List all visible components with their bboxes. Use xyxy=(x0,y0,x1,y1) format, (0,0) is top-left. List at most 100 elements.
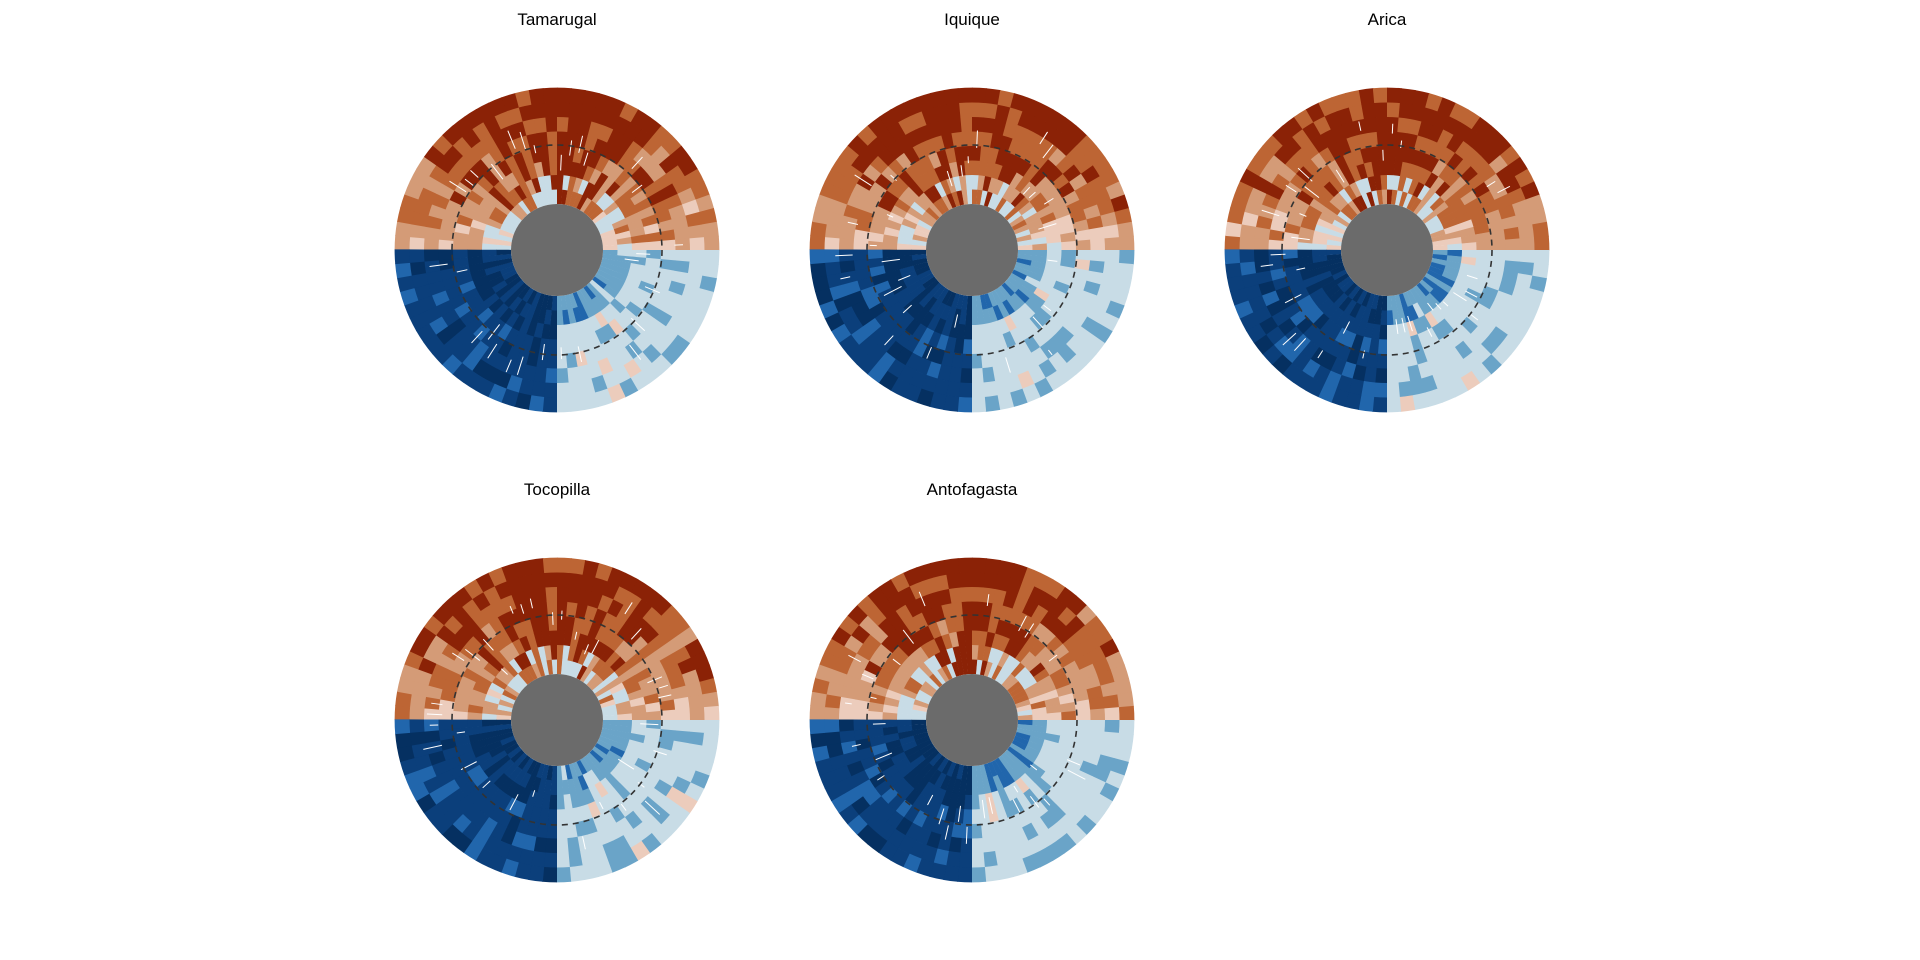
center-disk xyxy=(1341,204,1433,296)
heat-cell xyxy=(881,659,899,676)
heat-cell xyxy=(423,249,439,262)
heat-cell xyxy=(936,757,949,773)
heat-cell xyxy=(1013,224,1030,235)
heat-cell xyxy=(1001,673,1016,688)
heat-cell xyxy=(671,270,689,286)
heat-cell xyxy=(1029,783,1046,801)
heat-cell xyxy=(1390,295,1398,311)
heat-cell xyxy=(981,366,996,383)
heat-cell xyxy=(877,617,897,637)
tick-mark xyxy=(851,743,861,747)
heat-cell xyxy=(633,598,653,619)
heat-cell xyxy=(914,224,931,235)
heat-cell xyxy=(661,605,682,626)
heat-cell xyxy=(499,176,515,193)
heat-cell xyxy=(465,786,484,805)
heat-cell xyxy=(471,140,490,160)
heat-cell xyxy=(846,760,865,777)
reference-circle xyxy=(866,614,1078,826)
heat-cell xyxy=(847,604,869,626)
heat-cell xyxy=(499,646,515,663)
heat-cell xyxy=(1012,124,1029,143)
heat-cell xyxy=(496,709,512,716)
heat-cell xyxy=(1029,170,1047,187)
heat-cell xyxy=(481,255,498,264)
heat-cell xyxy=(600,142,617,161)
heat-cell xyxy=(871,742,888,756)
heat-cell xyxy=(640,326,660,345)
heat-cell xyxy=(1009,327,1025,345)
heat-cell xyxy=(1114,207,1133,225)
heat-cell xyxy=(1321,280,1338,294)
heat-cell xyxy=(647,190,665,207)
tick-mark xyxy=(1022,186,1031,195)
heat-cell xyxy=(563,160,573,177)
heat-cell xyxy=(934,651,947,668)
heat-cell xyxy=(1002,831,1018,849)
heat-cell xyxy=(471,182,489,199)
heat-cell xyxy=(395,732,412,749)
heat-cell xyxy=(521,287,534,303)
heat-cell xyxy=(881,189,899,206)
tick-mark xyxy=(574,631,578,640)
tick-mark xyxy=(845,702,852,705)
heat-cell xyxy=(998,755,1012,771)
heat-cell xyxy=(893,287,911,302)
tick-mark xyxy=(631,156,643,170)
heat-cell xyxy=(557,189,563,205)
heat-cell xyxy=(1317,297,1334,314)
heat-cell xyxy=(470,810,490,830)
heat-cell xyxy=(1498,204,1516,220)
heat-cell xyxy=(814,757,834,776)
heat-cell xyxy=(1031,799,1049,818)
heat-cell xyxy=(953,615,965,632)
heat-cell xyxy=(594,642,609,659)
tick-mark xyxy=(653,750,667,756)
heat-cell xyxy=(919,625,935,643)
heat-cell xyxy=(952,645,962,662)
heat-cell xyxy=(589,279,604,294)
heat-cell xyxy=(481,249,497,257)
heat-cell xyxy=(677,657,697,676)
center-disk xyxy=(926,674,1018,766)
heat-cell xyxy=(1424,155,1440,173)
heat-cell xyxy=(665,316,686,336)
heat-cell xyxy=(531,192,542,209)
heat-cell xyxy=(1076,135,1097,156)
heat-cell xyxy=(1255,270,1273,285)
heat-cell xyxy=(928,184,942,201)
heat-cell xyxy=(583,755,597,771)
heat-cell xyxy=(898,661,915,677)
center-disk xyxy=(511,674,603,766)
heat-cell xyxy=(1376,189,1384,205)
heat-cell xyxy=(414,668,433,686)
heat-cell xyxy=(965,310,972,326)
heat-cell xyxy=(992,304,1004,321)
heat-cell xyxy=(497,629,513,647)
heat-cell xyxy=(1361,192,1372,209)
heat-cell xyxy=(1328,307,1344,324)
heat-cell xyxy=(997,181,1010,198)
heat-cell xyxy=(991,194,1003,211)
heat-cell xyxy=(1447,243,1463,251)
heat-cell xyxy=(522,118,537,136)
heat-cell xyxy=(853,719,869,731)
heat-cell xyxy=(498,777,514,794)
heat-cell xyxy=(556,353,568,369)
heat-cell xyxy=(1060,231,1077,243)
heat-cell xyxy=(615,347,634,366)
heat-cell xyxy=(920,311,935,328)
heat-cell xyxy=(620,646,638,663)
heat-cell xyxy=(1301,358,1321,379)
heat-cell xyxy=(556,852,570,868)
heat-cell xyxy=(608,634,625,652)
heat-cell xyxy=(862,633,882,653)
heat-cell xyxy=(510,279,525,294)
tick-mark xyxy=(452,652,465,661)
tick-mark xyxy=(902,304,912,314)
heat-cell xyxy=(908,772,924,789)
heat-cell xyxy=(657,219,675,233)
heat-cell xyxy=(526,289,538,306)
heat-cell xyxy=(466,764,484,780)
heat-cell xyxy=(454,735,471,748)
